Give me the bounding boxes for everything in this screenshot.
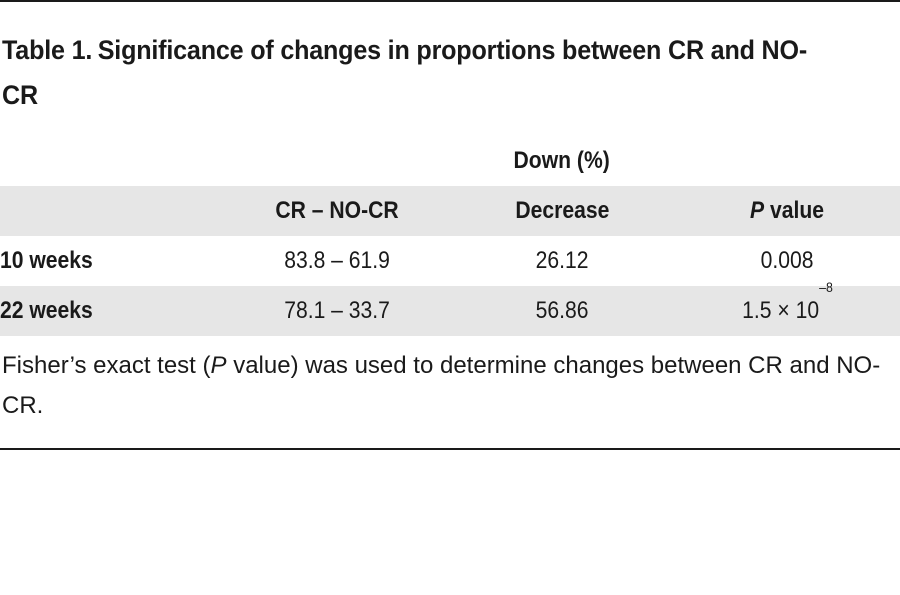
comparison-cell: 78.1 – 33.7 — [284, 297, 390, 324]
table-row: 22 weeks 78.1 – 33.7 56.86 1.5 × 10–8 — [0, 279, 900, 336]
decrease-cell: 26.12 — [535, 247, 589, 274]
column-header-row-label — [0, 186, 220, 236]
table-title: Table 1. Significance of changes in propo… — [2, 28, 820, 118]
column-header-row: CR – NO-CR Decrease P value — [0, 186, 900, 236]
table-bottom-rule — [0, 448, 900, 450]
comparison-cell: 83.8 – 61.9 — [284, 247, 390, 274]
p-italic: P — [750, 197, 765, 224]
table-title-text: Significance of changes in proportions b… — [2, 35, 808, 110]
column-header-p-value: P value — [687, 186, 887, 236]
table-top-rule — [0, 0, 900, 2]
column-header-decrease: Decrease — [515, 197, 609, 224]
p-value-cell: 1.5 × 10–8 — [741, 279, 833, 324]
table-footnote: Fisher’s exact test (P value) was used t… — [2, 352, 881, 419]
row-label: 10 weeks — [0, 247, 93, 274]
group-header-down: Down (%) — [513, 147, 611, 174]
group-header-row: Down (%) — [0, 136, 900, 186]
column-header-comparison: CR – NO-CR — [275, 197, 399, 224]
table-row: 10 weeks 83.8 – 61.9 26.12 0.008 — [0, 236, 900, 286]
table-label: Table 1. — [2, 35, 93, 65]
row-label: 22 weeks — [0, 297, 93, 324]
p-value-cell: 0.008 — [760, 247, 814, 274]
p-value-rest: value — [764, 197, 824, 224]
decrease-cell: 56.86 — [535, 297, 589, 324]
